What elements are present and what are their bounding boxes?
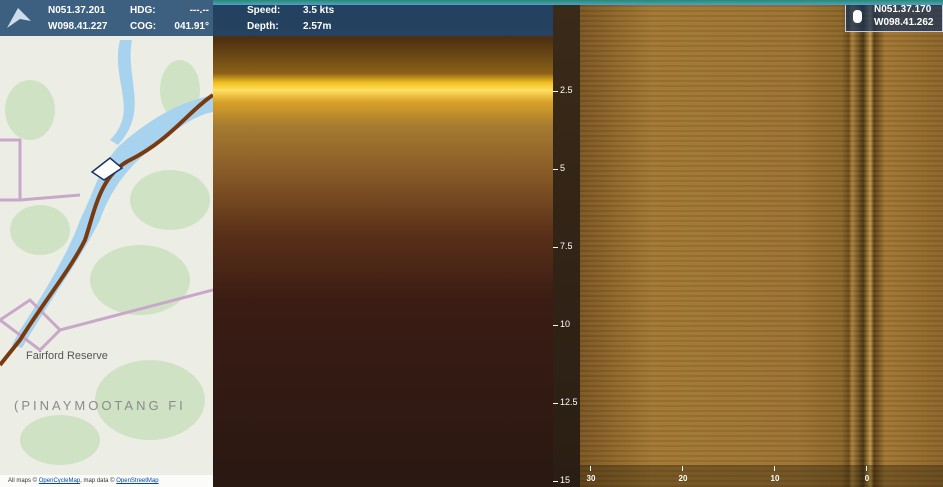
depth-tick-label: 2.5: [560, 85, 573, 95]
depth-label: Depth:: [247, 21, 279, 32]
depth-tick: [553, 247, 558, 248]
range-tick-label: 20: [676, 474, 690, 483]
range-bar: [580, 465, 943, 487]
depth-tick-label: 12.5: [560, 397, 578, 407]
cursor-latitude: N051.37.170: [874, 4, 931, 15]
cog-value: 041.91°: [174, 21, 209, 32]
attribution-text: , map data ©: [80, 478, 116, 484]
depth-value: 2.57m: [303, 21, 331, 32]
hdg-value: ---.--: [190, 5, 209, 16]
depth-tick: [553, 325, 558, 326]
depth-tick: [553, 91, 558, 92]
range-tick: [866, 466, 867, 471]
link[interactable]: OpenCycleMap: [39, 478, 80, 484]
map-panel[interactable]: N051.37.201 W098.41.227 HDG: COG: ---.--…: [0, 0, 213, 487]
app-logo: [4, 3, 34, 33]
link[interactable]: OpenStreetMap: [116, 478, 158, 484]
place-label: Fairford Reserve: [26, 350, 108, 362]
depth-tick-label: 10: [560, 319, 570, 329]
depth-tick: [553, 481, 558, 482]
map-header: N051.37.201 W098.41.227 HDG: COG: ---.--…: [0, 0, 213, 36]
latitude: N051.37.201: [48, 5, 105, 16]
attribution: All maps © OpenCycleMap, map data © Open…: [0, 475, 213, 487]
depth-tick: [553, 169, 558, 170]
attribution-text: All maps ©: [8, 478, 39, 484]
range-tick-label: 0: [860, 474, 874, 483]
hdg-label: HDG:: [130, 5, 156, 16]
cursor-longitude: W098.41.262: [874, 17, 934, 28]
side-scan-panel: N051.37.170 W098.41.262 30 20 10 0: [580, 0, 943, 487]
sonar-app: N051.37.201 W098.41.227 HDG: COG: ---.--…: [0, 0, 943, 487]
depth-tick-label: 7.5: [560, 241, 573, 251]
cog-label: COG:: [130, 21, 156, 32]
top-strip: [213, 0, 943, 5]
range-tick: [590, 466, 591, 471]
longitude: W098.41.227: [48, 21, 108, 32]
down-scan-header: Speed: 3.5 kts Depth: 2.57m: [213, 0, 553, 36]
range-tick-label: 30: [584, 474, 598, 483]
speed-value: 3.5 kts: [303, 5, 334, 16]
range-tick: [682, 466, 683, 471]
depth-scale: 2.5 5 7.5 10 12.5 15: [553, 0, 580, 487]
place-label: (PINAYMOOTANG FI: [14, 398, 186, 413]
range-tick-label: 10: [768, 474, 782, 483]
speed-label: Speed:: [247, 5, 280, 16]
mouse-icon: [852, 7, 864, 25]
depth-tick-label: 15: [560, 475, 570, 485]
depth-tick: [553, 403, 558, 404]
map-drawing: [0, 0, 213, 487]
depth-tick-label: 5: [560, 163, 565, 173]
down-scan-panel: Speed: 3.5 kts Depth: 2.57m: [213, 0, 553, 487]
range-tick: [774, 466, 775, 471]
